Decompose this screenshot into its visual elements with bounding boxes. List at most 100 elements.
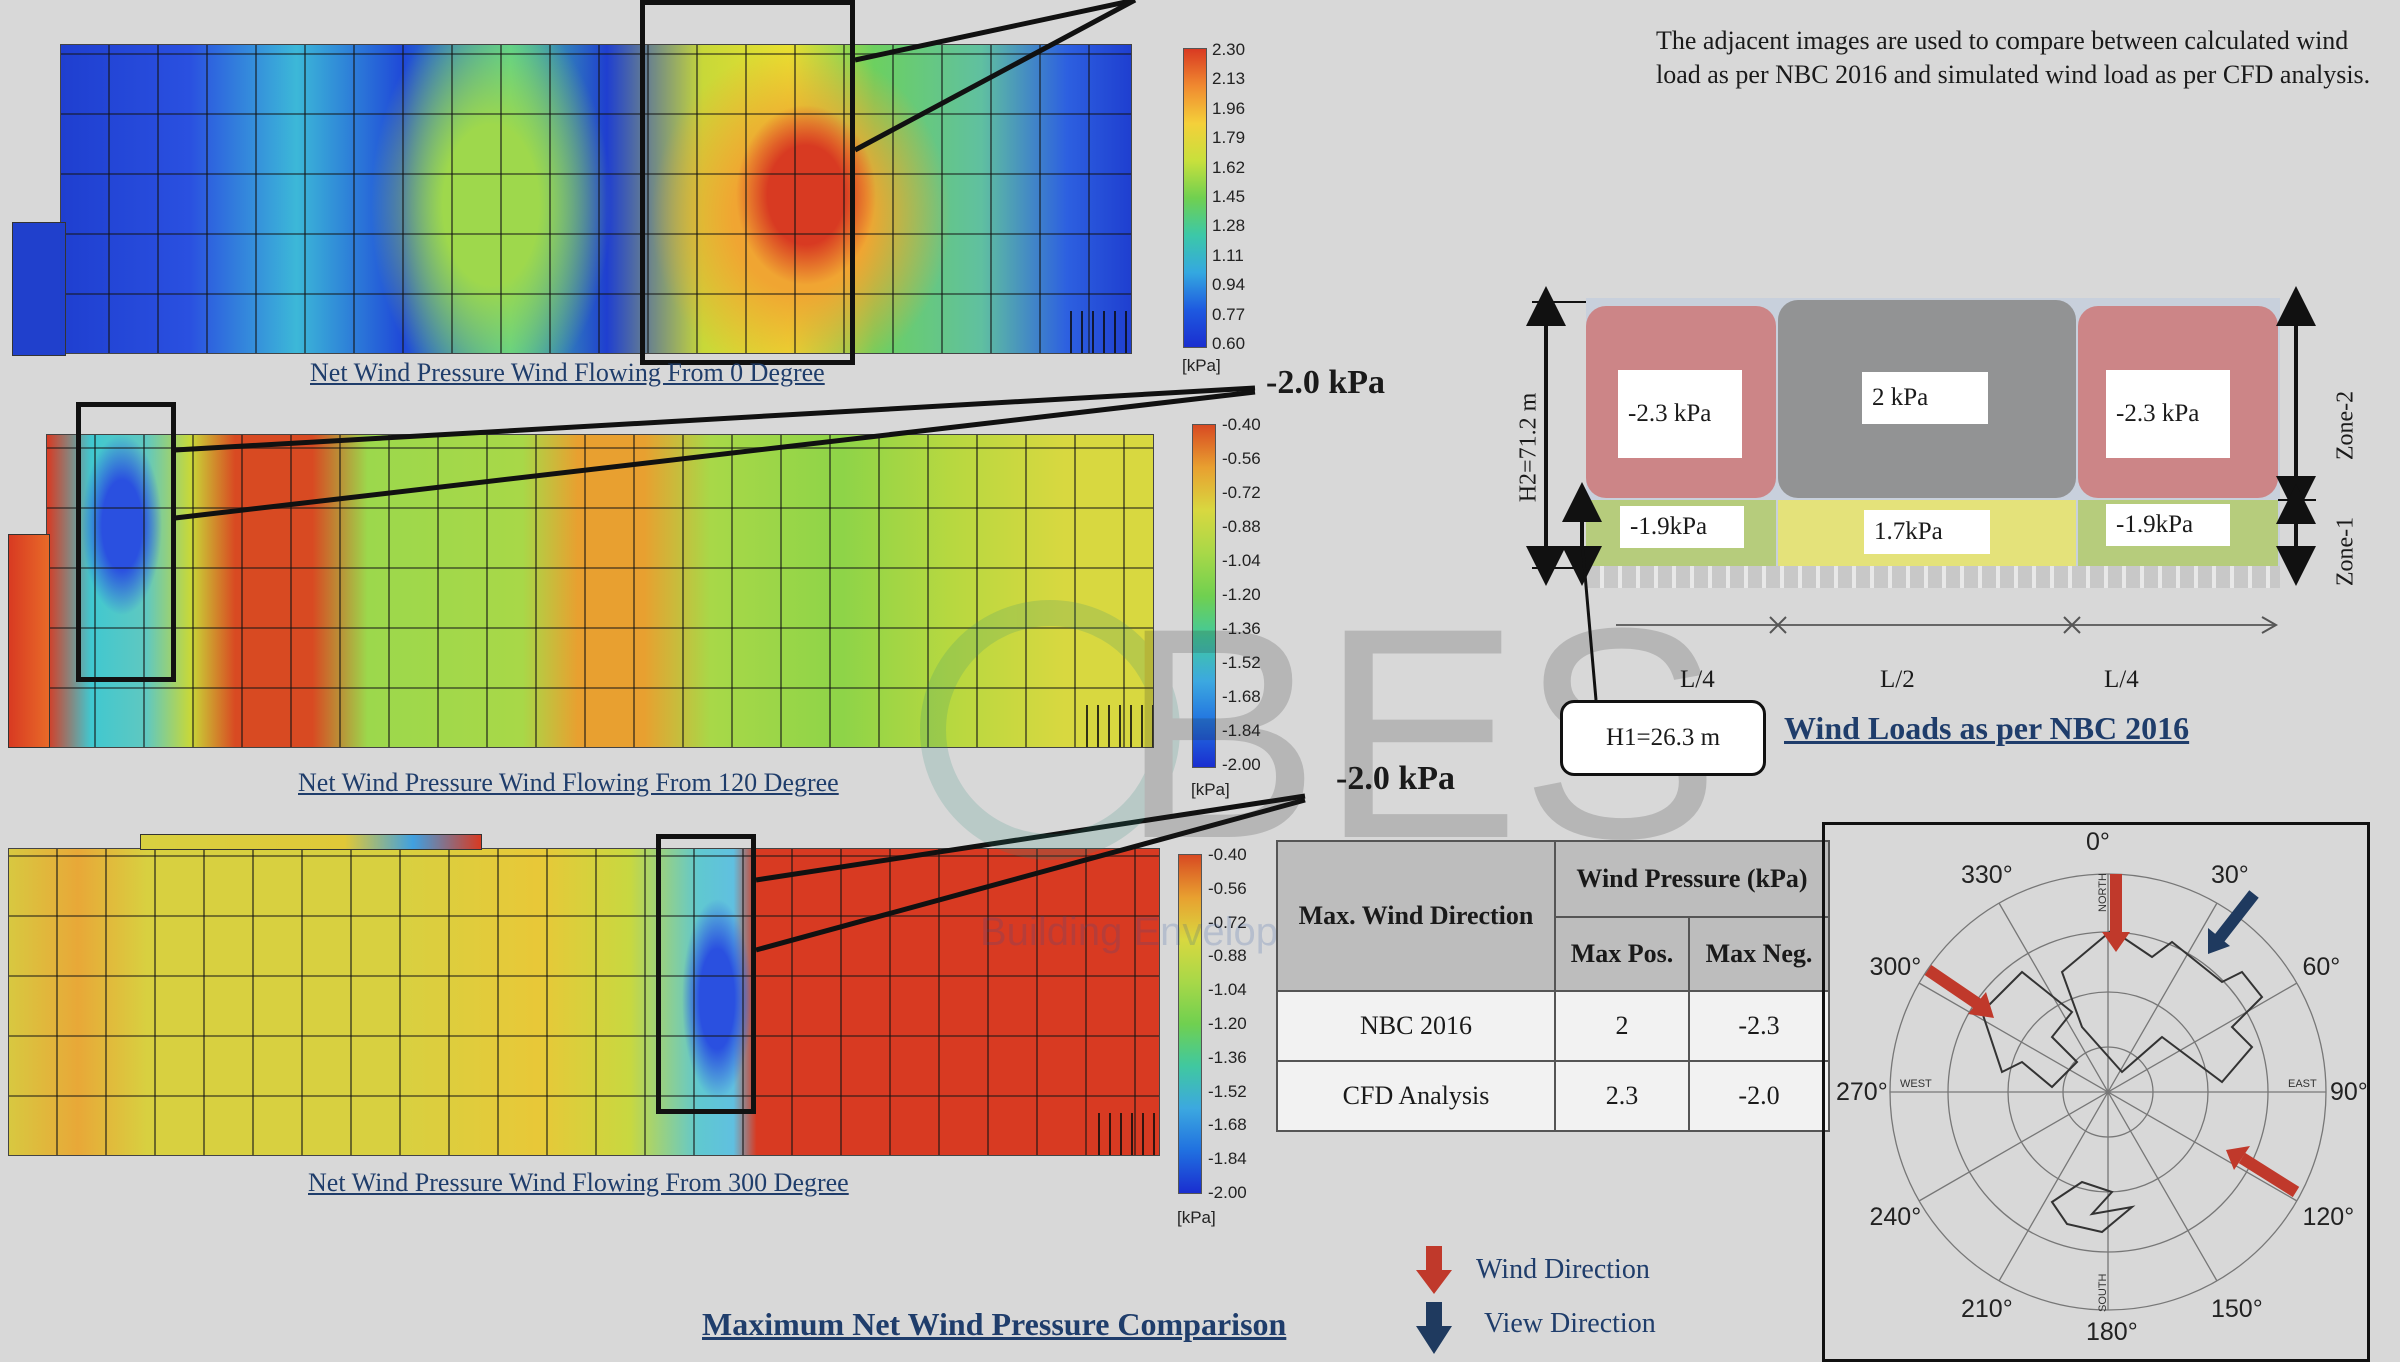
table-cell-label: NBC 2016	[1276, 990, 1556, 1062]
table-header-max-neg: Max Neg.	[1688, 916, 1830, 992]
compass-degree-label: 0°	[2086, 828, 2110, 856]
caption-0-degree: Net Wind Pressure Wind Flowing From 0 De…	[310, 358, 825, 387]
span-left: L/4	[1680, 666, 1715, 693]
table-row: CFD Analysis 2.3 -2.0	[1276, 1060, 1830, 1132]
value-zone2-left: -2.3 kPa	[1618, 370, 1742, 458]
south-label: SOUTH	[2097, 1273, 2109, 1312]
view-direction-icon	[1416, 1302, 1452, 1354]
focus-box-300-degree	[656, 834, 756, 1114]
table-row: NBC 2016 2 -2.3	[1276, 990, 1830, 1062]
colorbar-tick-label: -1.52	[1208, 1081, 1247, 1101]
table-cell-label: CFD Analysis	[1276, 1060, 1556, 1132]
colorbar-tick-label: 1.45	[1212, 187, 1246, 206]
east-label: EAST	[2288, 1078, 2317, 1090]
focus-box-120-degree	[76, 402, 176, 682]
colorbar-tick-label: -1.84	[1208, 1149, 1247, 1169]
colorbar-tick-label: -0.56	[1208, 878, 1247, 898]
pressure-plot-300-degree	[8, 848, 1160, 1156]
wind-direction-label: Wind Direction	[1476, 1254, 1650, 1285]
colorbar-tick-label: -0.88	[1208, 946, 1247, 966]
value-zone2-middle: 2 kPa	[1862, 372, 1988, 424]
table-cell-neg: -2.0	[1688, 1060, 1830, 1132]
north-label: NORTH	[2097, 873, 2109, 912]
colorbar-tick-label: -0.56	[1222, 449, 1261, 468]
colorbar-tick-label: -0.40	[1208, 845, 1247, 864]
comparison-table: Max. Wind Direction Wind Pressure (kPa) …	[1276, 840, 1830, 1132]
colorbar-tick-label: -1.20	[1208, 1014, 1247, 1033]
colorbar-tick-label: 2.13	[1212, 69, 1246, 89]
colorbar-tick-label: -0.88	[1222, 517, 1261, 536]
value-zone1-middle: 1.7kPa	[1864, 510, 1990, 554]
colorbar-tick-label: 0.60	[1212, 334, 1246, 353]
wind-arrow-300	[1924, 965, 1994, 1018]
wind-arrow-120	[2226, 1146, 2300, 1198]
colorbar-tick-label: 0.77	[1212, 304, 1246, 324]
focus-box-0-degree	[640, 0, 855, 365]
table-cell-pos: 2.3	[1554, 1060, 1690, 1132]
zone1-label: Zone-1	[2332, 516, 2359, 587]
h1-text: H1=26.3 m	[1605, 724, 1721, 751]
colorbar-tick-label: 1.11	[1212, 245, 1244, 265]
colorbar-tick-label: 1.62	[1212, 157, 1246, 177]
unit-label-120: [kPa]	[1191, 780, 1230, 799]
pressure-plot-120-degree	[46, 434, 1154, 748]
h1-label: H1=26.3 m	[1560, 700, 1766, 776]
description-text: The adjacent images are used to compare …	[1656, 26, 2371, 89]
west-label: WEST	[1900, 1078, 1932, 1090]
colorbar-tick-label: -2.00	[1222, 755, 1261, 774]
compass-degree-label: 270°	[1836, 1078, 1888, 1106]
caption-300-degree: Net Wind Pressure Wind Flowing From 300 …	[308, 1168, 849, 1197]
table-header-direction: Max. Wind Direction	[1276, 840, 1556, 992]
view-arrow-30	[2208, 890, 2259, 954]
colorbar-300-degree	[1178, 854, 1202, 1194]
colorbar-tick-label: 1.28	[1212, 216, 1246, 236]
compass-rose: NORTH SOUTH EAST WEST	[1889, 873, 2327, 1312]
colorbar-tick-label: -1.36	[1208, 1047, 1247, 1067]
compass-degree-label: 210°	[1961, 1294, 2013, 1323]
main-title: Maximum Net Wind Pressure Comparison	[702, 1306, 1287, 1342]
colorbar-tick-label: -1.84	[1222, 721, 1261, 740]
callout-300-degree: -2.0 kPa	[1336, 760, 1455, 797]
value-zone1-right: -1.9kPa	[2106, 504, 2230, 546]
table-header-pressure: Wind Pressure (kPa)	[1554, 840, 1830, 918]
colorbar-tick-label: -1.04	[1208, 980, 1247, 1000]
colorbar-tick-label: -1.68	[1208, 1115, 1247, 1135]
compass-degree-label: 30°	[2211, 861, 2249, 890]
h2-label: H2=71.2 m	[1515, 392, 1542, 503]
table-cell-neg: -2.3	[1688, 990, 1830, 1062]
compass-degree-label: 60°	[2302, 953, 2341, 981]
colorbar-tick-label: -0.72	[1222, 483, 1261, 502]
unit-label-0: [kPa]	[1182, 356, 1221, 375]
colorbar-tick-label: -1.68	[1222, 687, 1261, 706]
span-middle: L/2	[1880, 666, 1915, 693]
colorbar-tick-label: 0.94	[1212, 275, 1246, 295]
colorbar-tick-label: 1.79	[1212, 128, 1246, 148]
wind-direction-icon	[1416, 1246, 1452, 1294]
compass-degree-label: 150°	[2211, 1294, 2263, 1323]
compass-degree-label: 120°	[2302, 1203, 2355, 1231]
nbc-title: Wind Loads as per NBC 2016	[1784, 710, 2190, 746]
colorbar-tick-label: -0.72	[1208, 912, 1247, 932]
colorbar-tick-label: -0.40	[1222, 415, 1261, 434]
table-cell-pos: 2	[1554, 990, 1690, 1062]
compass-degree-label: 180°	[2086, 1318, 2138, 1346]
colorbar-tick-label: 2.30	[1212, 40, 1246, 59]
colorbar-tick-label: -1.04	[1222, 551, 1261, 570]
span-right: L/4	[2104, 666, 2139, 693]
view-direction-label: View Direction	[1484, 1308, 1656, 1339]
callout-120-degree: -2.0 kPa	[1266, 364, 1385, 401]
table-header-max-pos: Max Pos.	[1554, 916, 1690, 992]
compass-degree-label: 330°	[1961, 861, 2013, 890]
caption-120-degree: Net Wind Pressure Wind Flowing From 120 …	[298, 768, 839, 797]
wind-arrow-0	[2102, 874, 2130, 952]
colorbar-tick-label: -1.36	[1222, 619, 1261, 638]
colorbar-tick-label: 1.96	[1212, 98, 1246, 118]
zone2-label: Zone-2	[2332, 390, 2359, 461]
colorbar-tick-label: -1.20	[1222, 585, 1261, 604]
colorbar-tick-label: -2.00	[1208, 1183, 1247, 1202]
value-zone2-right: -2.3 kPa	[2106, 370, 2230, 458]
compass-degree-label: 300°	[1869, 953, 1922, 981]
compass-degree-label: 240°	[1869, 1203, 1922, 1231]
compass-degree-label: 90°	[2330, 1078, 2368, 1106]
